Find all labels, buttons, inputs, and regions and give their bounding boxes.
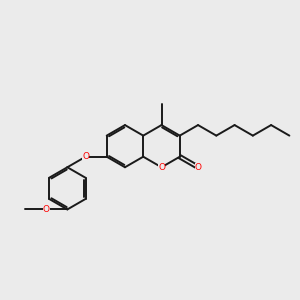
Text: O: O — [82, 152, 89, 161]
Text: O: O — [194, 163, 202, 172]
Text: O: O — [43, 205, 50, 214]
Text: O: O — [158, 163, 165, 172]
